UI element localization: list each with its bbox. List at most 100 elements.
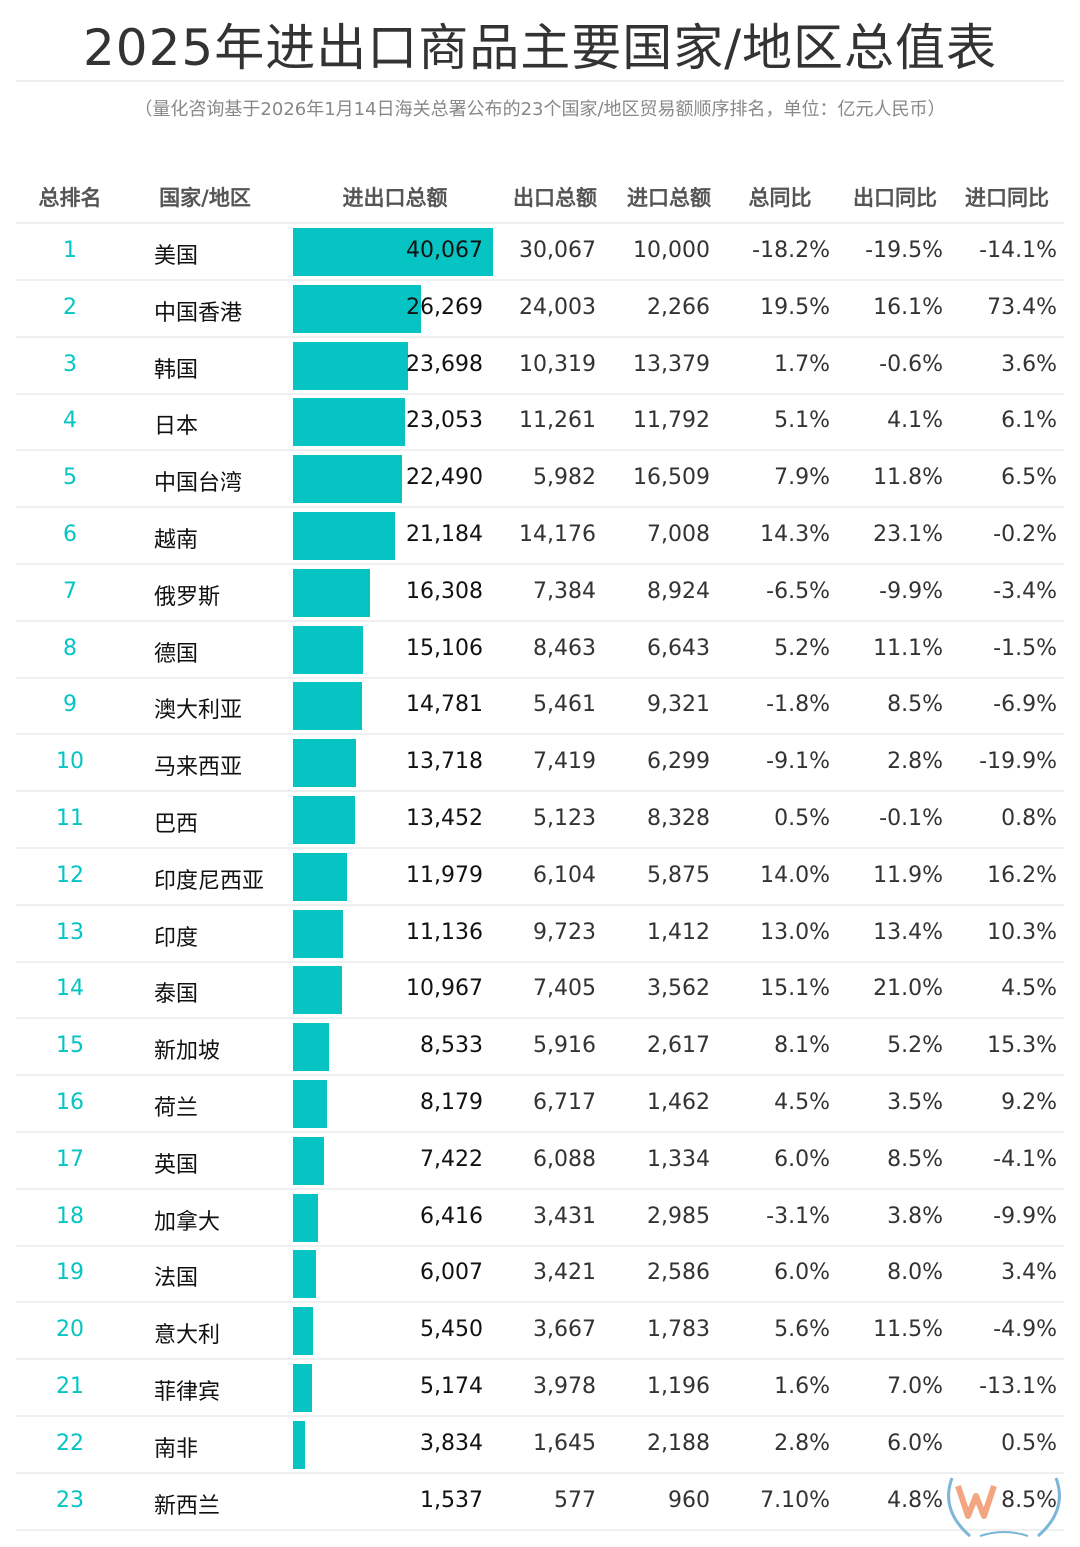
cell-import-yoy: -4.9% [993, 1317, 1057, 1343]
logo-huozhijia [947, 1477, 1061, 1538]
cell-region: 新加坡 [154, 1039, 221, 1065]
cell-rank: 9 [63, 692, 77, 718]
table-row: 16 荷兰 8,179 6,717 1,462 4.5% 3.5% 9.2% [0, 1076, 1080, 1133]
cell-import-yoy: 16.2% [987, 862, 1057, 888]
table-row: 3 韩国 23,698 10,319 13,379 1.7% -0.6% 3.6% [0, 338, 1080, 395]
cell-total-yoy: 13.0% [760, 919, 830, 945]
cell-total-yoy: -9.1% [766, 749, 830, 775]
cell-import-yoy: 0.8% [1001, 806, 1057, 831]
cell-import-yoy: 6.1% [1001, 408, 1057, 434]
cell-export-yoy: 6.0% [887, 1430, 943, 1456]
cell-region: 菲律宾 [154, 1380, 221, 1405]
cell-total: 40,067 [406, 238, 483, 263]
total-bar [293, 682, 362, 731]
cell-import-yoy: 15.3% [987, 1033, 1057, 1059]
cell-export-yoy: 4.1% [887, 408, 943, 434]
cell-rank: 22 [56, 1430, 84, 1456]
cell-import: 9,321 [647, 692, 710, 718]
cell-import: 2,617 [647, 1033, 710, 1059]
table-row: 15 新加坡 8,533 5,916 2,617 8.1% 5.2% 15.3% [0, 1019, 1080, 1076]
table-row: 20 意大利 5,450 3,667 1,783 5.6% 11.5% -4.9% [0, 1303, 1080, 1360]
total-bar [293, 739, 357, 788]
cell-region: 德国 [154, 641, 199, 667]
row-divider [16, 676, 1064, 679]
cell-total: 21,184 [406, 522, 483, 547]
cell-import: 1,462 [647, 1090, 710, 1115]
cell-rank: 1 [63, 238, 77, 263]
total-bar [293, 625, 364, 674]
cell-total: 13,718 [406, 749, 483, 775]
cell-export: 3,421 [533, 1260, 596, 1286]
cell-import: 2,266 [647, 294, 710, 320]
total-bar [293, 228, 493, 276]
cell-export-yoy: 5.2% [887, 1033, 943, 1059]
header-divider [16, 222, 1064, 224]
cell-export: 7,405 [533, 976, 596, 1002]
row-divider [16, 449, 1064, 452]
cell-export: 5,982 [533, 465, 596, 491]
cell-import: 11,792 [633, 408, 710, 434]
row-divider [16, 733, 1064, 736]
cell-total: 16,308 [406, 578, 483, 604]
cell-rank: 3 [63, 351, 77, 377]
cell-total: 23,698 [406, 351, 483, 377]
total-bar [293, 852, 348, 901]
cell-region: 中国香港 [154, 300, 243, 326]
cell-total-yoy: -1.8% [766, 692, 830, 718]
column-header-total-yoy: 总同比 [748, 186, 812, 210]
row-divider [16, 279, 1064, 281]
table-row: 21 菲律宾 5,174 3,978 1,196 1.6% 7.0% -13.1% [0, 1360, 1080, 1417]
cell-region: 印度 [154, 925, 199, 951]
cell-import-yoy: -4.1% [993, 1146, 1057, 1172]
cell-import: 6,299 [647, 749, 710, 775]
cell-import: 3,562 [647, 976, 710, 1002]
cell-import-yoy: 73.4% [987, 294, 1057, 320]
table-row: 8 德国 15,106 8,463 6,643 5.2% 11.1% -1.5% [0, 622, 1080, 679]
cell-import-yoy: -0.2% [993, 522, 1057, 547]
total-bar [293, 284, 422, 333]
cell-rank: 4 [63, 408, 77, 434]
cell-export: 10,319 [519, 351, 596, 377]
cell-export-yoy: 11.5% [873, 1317, 943, 1343]
total-bar [293, 1136, 324, 1185]
cell-export: 577 [554, 1487, 596, 1513]
cell-total: 5,450 [420, 1317, 483, 1343]
cell-export: 7,419 [533, 749, 596, 775]
total-bar [293, 796, 355, 844]
cell-import-yoy: -6.9% [993, 692, 1057, 718]
cell-total: 14,781 [406, 692, 483, 718]
cell-rank: 19 [56, 1260, 84, 1286]
table-row: 2 中国香港 26,269 24,003 2,266 19.5% 16.1% 73.4% [0, 281, 1080, 338]
cell-total-yoy: 0.5% [774, 806, 830, 831]
cell-total-yoy: 5.1% [774, 408, 830, 434]
column-header-total: 进出口总额 [342, 186, 448, 210]
column-header-rank: 总排名 [38, 186, 102, 210]
cell-export: 14,176 [519, 522, 596, 547]
cell-rank: 23 [56, 1487, 84, 1513]
cell-import-yoy: -13.1% [979, 1374, 1057, 1399]
cell-export: 1,645 [533, 1430, 596, 1456]
column-header-region: 国家/地区 [159, 186, 251, 210]
table-row: 12 印度尼西亚 11,979 6,104 5,875 14.0% 11.9% 16.2% [0, 849, 1080, 906]
cell-rank: 6 [63, 522, 77, 547]
cell-export-yoy: 16.1% [873, 294, 943, 320]
cell-total: 11,979 [406, 862, 483, 888]
cell-export-yoy: 11.1% [873, 635, 943, 661]
cell-total: 1,537 [420, 1487, 483, 1513]
row-divider [16, 619, 1064, 622]
total-bar [293, 1250, 317, 1299]
cell-region: 美国 [154, 244, 199, 269]
total-bar [293, 966, 342, 1015]
cell-export: 9,723 [533, 919, 596, 945]
cell-rank: 17 [56, 1146, 84, 1172]
cell-export: 5,123 [533, 806, 596, 831]
cell-total: 13,452 [406, 806, 483, 831]
row-divider [16, 847, 1064, 849]
cell-total-yoy: 19.5% [760, 294, 830, 320]
cell-total-yoy: 4.5% [774, 1090, 830, 1115]
cell-import: 16,509 [633, 465, 710, 491]
row-divider [16, 335, 1064, 338]
cell-total: 11,136 [406, 919, 483, 945]
cell-total-yoy: 6.0% [774, 1260, 830, 1286]
cell-import: 960 [668, 1487, 710, 1513]
